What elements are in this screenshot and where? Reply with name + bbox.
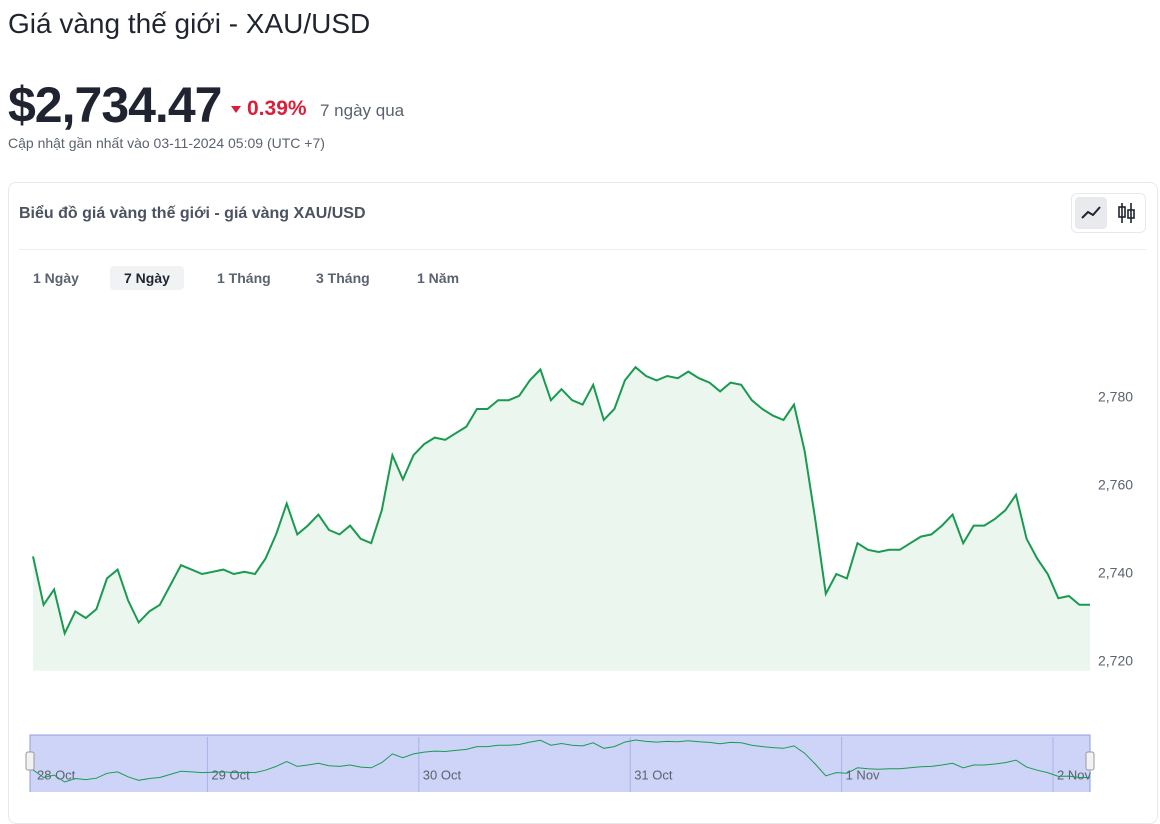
tab[interactable]: 1 Tháng <box>217 270 271 286</box>
price-change: 0.39% <box>247 97 307 120</box>
navigator-line <box>32 739 1090 783</box>
chart: 2,720 2,740 2,760 2,780 28 Oct 29 Oct 30 Oct 31… <box>25 197 1135 792</box>
price: $2,734.47 <box>8 77 222 133</box>
down-arrow <box>231 106 241 113</box>
chart-type-toggle <box>1071 193 1146 233</box>
y-tick-label: 2,780 <box>1098 389 1133 405</box>
y-tick-label: 2,760 <box>1098 477 1133 493</box>
updated-time: Cập nhật gần nhất vào 03-11-2024 05:09 (… <box>8 135 325 151</box>
price-line <box>32 365 1090 637</box>
navigator-label: 1 Nov <box>846 767 880 782</box>
tab[interactable]: 7 Ngày <box>110 266 184 290</box>
y-tick-label: 2,720 <box>1098 653 1133 669</box>
change-period: 7 ngày qua <box>320 101 405 120</box>
y-tick-label: 2,740 <box>1098 565 1133 581</box>
tab[interactable]: 1 Ngày <box>33 270 79 286</box>
navigator-label: 2 Nov <box>1057 767 1091 782</box>
page-title: Giá vàng thế giới - XAU/USD <box>8 8 371 39</box>
navigator-handle[interactable] <box>25 751 35 771</box>
tab[interactable]: 1 Năm <box>417 270 460 286</box>
navigator-handle[interactable] <box>1085 751 1095 771</box>
line-icon <box>1081 206 1101 219</box>
navigator-label: 29 Oct <box>211 767 250 782</box>
page: Giá vàng thế giới - XAU/USD $2,734.47 0.… <box>8 8 1158 824</box>
card-title: Biểu đồ giá vàng thế giới - giá vàng XAU… <box>19 205 366 222</box>
navigator-label: 28 Oct <box>37 767 76 782</box>
candle-icon[interactable] <box>1118 203 1135 223</box>
area <box>33 367 1090 671</box>
navigator-label: 31 Oct <box>634 767 673 782</box>
divider <box>19 249 1146 250</box>
tab[interactable]: 3 Tháng <box>316 270 370 286</box>
navigator-label: 30 Oct <box>423 767 462 782</box>
